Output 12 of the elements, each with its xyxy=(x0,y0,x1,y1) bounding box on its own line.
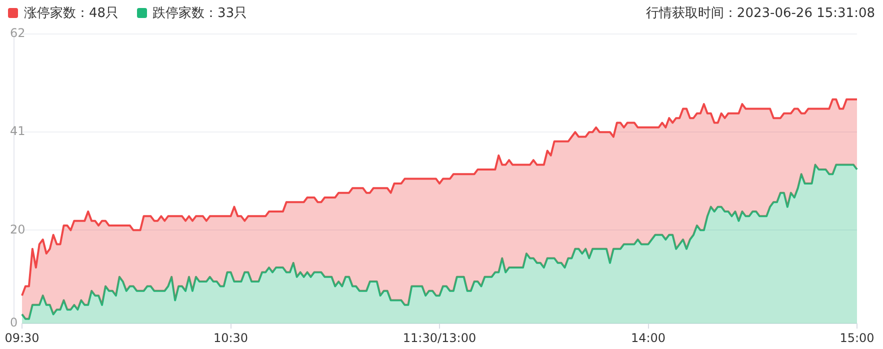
x-tick-label: 10:30 xyxy=(213,330,248,345)
x-tick-label: 11:30/13:00 xyxy=(402,330,476,345)
y-tick-label: 20 xyxy=(10,222,26,236)
x-tick-label: 14:00 xyxy=(630,330,666,345)
x-tick-label: 15:00 xyxy=(840,330,874,345)
y-tick-label: 62 xyxy=(10,26,26,40)
text: 行情获取时间：2023-06-26 15:31:08 xyxy=(646,6,875,21)
legend-label: 跌停家数：33只 xyxy=(152,5,248,22)
legend-label: 涨停家数：48只 xyxy=(24,5,119,22)
y-tick-label: 41 xyxy=(10,124,26,138)
y-tick-label: 0 xyxy=(10,316,18,330)
x-tick-label: 09:30 xyxy=(4,330,40,345)
